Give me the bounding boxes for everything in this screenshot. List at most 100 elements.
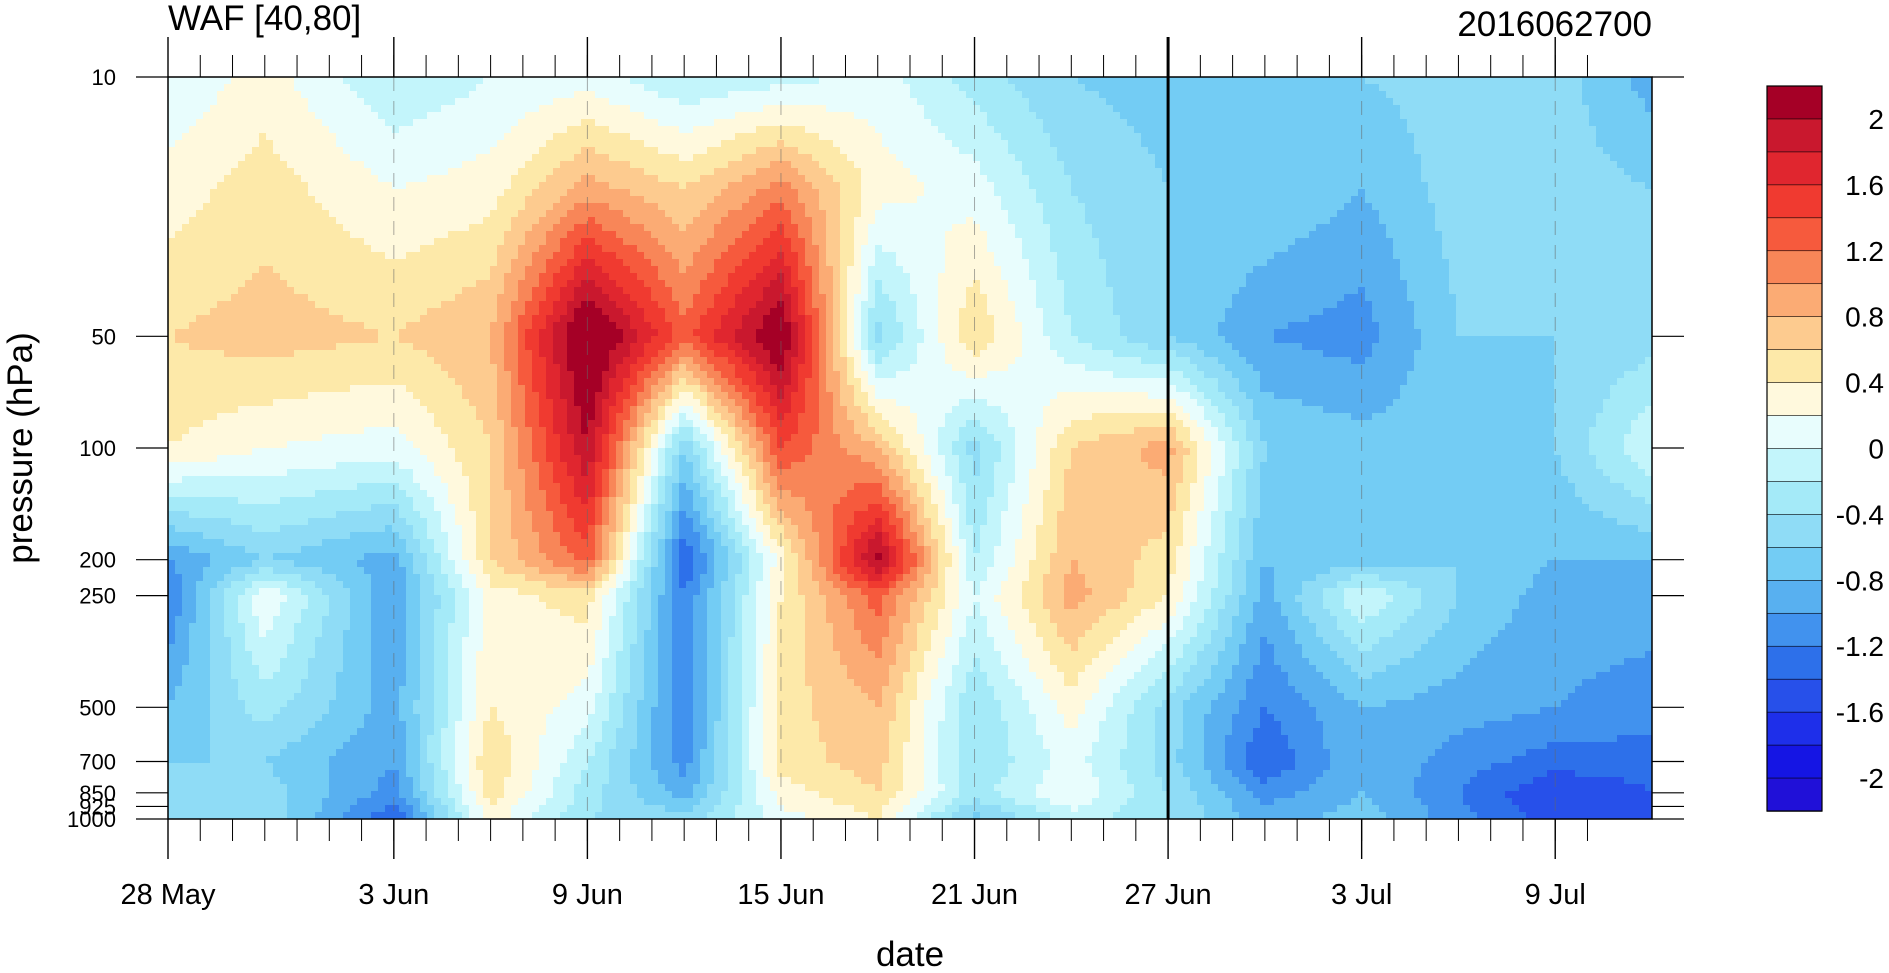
contour-cell — [903, 147, 911, 155]
contour-cell — [252, 210, 260, 218]
contour-cell — [1197, 175, 1205, 183]
contour-cell — [1456, 126, 1464, 134]
contour-cell — [868, 91, 876, 99]
contour-cell — [497, 217, 505, 225]
contour-cell — [735, 189, 743, 197]
contour-cell — [609, 119, 617, 127]
contour-cell — [966, 203, 974, 211]
contour-cell — [1484, 84, 1492, 92]
contour-cell — [336, 196, 344, 204]
contour-cell — [441, 154, 449, 162]
contour-cell — [623, 119, 631, 127]
contour-cell — [560, 119, 568, 127]
contour-cell — [1239, 196, 1247, 204]
contour-cell — [959, 203, 967, 211]
contour-cell — [1169, 154, 1177, 162]
contour-cell — [483, 133, 491, 141]
contour-cell — [1029, 119, 1037, 127]
contour-cell — [1239, 168, 1247, 176]
contour-cell — [1295, 189, 1303, 197]
contour-cell — [406, 112, 414, 120]
contour-cell — [259, 168, 267, 176]
contour-cell — [917, 126, 925, 134]
contour-cell — [1197, 133, 1205, 141]
contour-cell — [637, 147, 645, 155]
contour-cell — [1407, 217, 1415, 225]
contour-cell — [567, 217, 575, 225]
contour-cell — [1414, 84, 1422, 92]
contour-cell — [602, 189, 610, 197]
contour-cell — [1148, 126, 1156, 134]
contour-cell — [1407, 175, 1415, 183]
contour-cell — [1316, 126, 1324, 134]
contour-cell — [980, 238, 988, 246]
contour-cell — [574, 77, 582, 85]
contour-cell — [497, 182, 505, 190]
contour-cell — [637, 231, 645, 239]
contour-cell — [1638, 154, 1646, 162]
contour-cell — [1162, 133, 1170, 141]
contour-cell — [497, 84, 505, 92]
contour-cell — [1155, 175, 1163, 183]
contour-cell — [868, 175, 876, 183]
contour-cell — [1575, 189, 1583, 197]
contour-cell — [546, 203, 554, 211]
contour-cell — [1071, 112, 1079, 120]
contour-cell — [784, 196, 792, 204]
contour-cell — [1092, 161, 1100, 169]
contour-cell — [1050, 140, 1058, 148]
contour-cell — [546, 161, 554, 169]
contour-cell — [476, 84, 484, 92]
contour-cell — [847, 91, 855, 99]
contour-cell — [1267, 210, 1275, 218]
contour-cell — [651, 105, 659, 113]
contour-cell — [1575, 182, 1583, 190]
contour-cell — [910, 140, 918, 148]
contour-cell — [1386, 105, 1394, 113]
contour-cell — [1316, 182, 1324, 190]
contour-cell — [1624, 84, 1632, 92]
contour-cell — [1407, 210, 1415, 218]
contour-cell — [1085, 210, 1093, 218]
contour-cell — [665, 77, 673, 85]
contour-cell — [1022, 154, 1030, 162]
contour-cell — [861, 203, 869, 211]
contour-cell — [868, 84, 876, 92]
contour-cell — [952, 161, 960, 169]
contour-cell — [728, 91, 736, 99]
contour-cell — [1351, 217, 1359, 225]
contour-cell — [1407, 77, 1415, 85]
contour-cell — [448, 238, 456, 246]
contour-cell — [609, 182, 617, 190]
contour-cell — [609, 133, 617, 141]
contour-cell — [1351, 196, 1359, 204]
contour-cell — [532, 203, 540, 211]
contour-cell — [1127, 231, 1135, 239]
contour-cell — [791, 238, 799, 246]
contour-cell — [1316, 84, 1324, 92]
contour-cell — [973, 147, 981, 155]
contour-cell — [1246, 154, 1254, 162]
contour-cell — [630, 112, 638, 120]
contour-cell — [714, 210, 722, 218]
contour-cell — [1330, 161, 1338, 169]
contour-cell — [868, 119, 876, 127]
contour-cell — [259, 133, 267, 141]
contour-cell — [532, 217, 540, 225]
contour-cell — [1582, 196, 1590, 204]
contour-cell — [630, 140, 638, 148]
contour-cell — [826, 147, 834, 155]
contour-cell — [434, 210, 442, 218]
contour-cell — [252, 84, 260, 92]
contour-cell — [861, 231, 869, 239]
contour-cell — [588, 133, 596, 141]
contour-cell — [721, 161, 729, 169]
contour-cell — [336, 210, 344, 218]
contour-cell — [1022, 77, 1030, 85]
contour-cell — [1260, 91, 1268, 99]
contour-cell — [1435, 126, 1443, 134]
contour-cell — [588, 147, 596, 155]
contour-cell — [861, 77, 869, 85]
contour-cell — [896, 126, 904, 134]
contour-cell — [1526, 84, 1534, 92]
